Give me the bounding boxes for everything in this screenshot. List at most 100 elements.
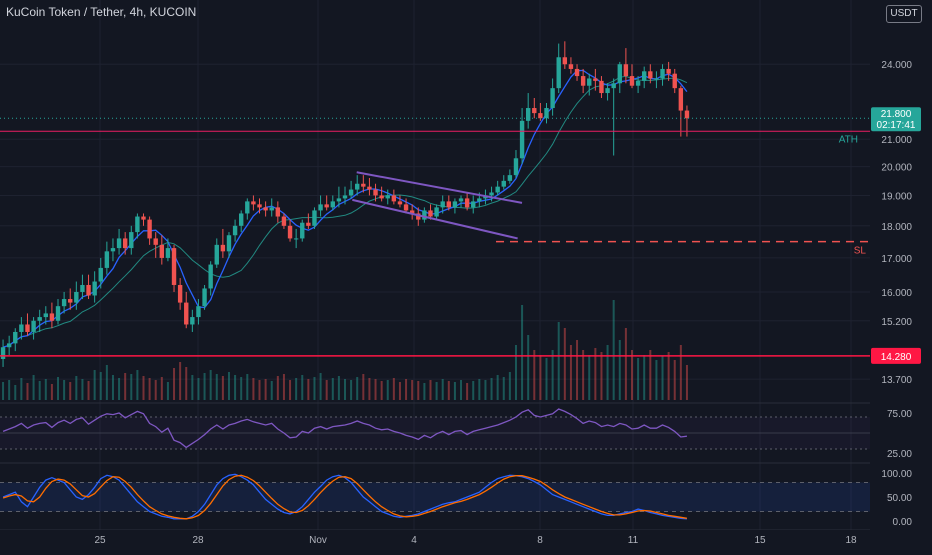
volume-bar (203, 373, 206, 400)
candle-body (385, 195, 390, 199)
currency-button[interactable]: USDT (886, 5, 922, 23)
candle-body (293, 238, 299, 240)
candle-body (440, 201, 445, 208)
candle-body (428, 210, 433, 217)
candle-body (6, 343, 12, 348)
volume-bar (527, 335, 530, 400)
volume-bar (69, 382, 72, 400)
volume-bar (209, 370, 212, 400)
volume-bar (258, 380, 261, 400)
x-axis-bg (0, 530, 932, 550)
volume-bar (264, 379, 267, 400)
y-tick-label: 19.000 (881, 191, 912, 202)
channel-upper-line (356, 171, 523, 204)
candle-body (507, 175, 513, 181)
candle-body (226, 235, 232, 252)
candle-body (86, 284, 91, 296)
volume-bar (667, 352, 670, 400)
candle-body (165, 248, 171, 258)
volume-bar (191, 375, 194, 400)
candle-body (379, 195, 384, 199)
candle-body (477, 198, 482, 202)
candle-body (525, 108, 531, 121)
candle-body (495, 186, 500, 193)
volume-bar (32, 375, 35, 400)
volume-bar (673, 360, 676, 400)
candle-body (300, 222, 305, 239)
sl-label: SL (854, 246, 867, 257)
candle-body (452, 201, 458, 208)
volume-bar (130, 374, 133, 400)
candle-body (648, 71, 653, 79)
price-lines (2, 69, 688, 348)
candle-body (159, 244, 165, 258)
grid (0, 0, 932, 531)
volume-bar (313, 377, 316, 400)
volume-bar (637, 358, 640, 400)
x-tick-label: 11 (628, 535, 639, 546)
volume-bar (661, 356, 664, 400)
volume-bar (496, 375, 499, 400)
candle-body (416, 213, 421, 220)
volume-bar (14, 385, 17, 400)
candle-body (68, 299, 73, 303)
volume-bar (185, 367, 188, 400)
volume-bar (111, 375, 114, 400)
candle-body (672, 73, 677, 89)
volume-bar (148, 378, 151, 400)
x-tick-label: 15 (754, 535, 766, 546)
candle-body (122, 238, 128, 249)
candle-body (98, 267, 103, 282)
candle-body (202, 288, 207, 307)
stoch-tick-label: 50.00 (887, 493, 912, 504)
volume-bar (478, 379, 481, 400)
candle-body (446, 201, 452, 208)
volume-bar (533, 350, 536, 400)
candle-body (593, 78, 598, 81)
volume-bar (655, 360, 658, 400)
volume-bar (154, 380, 157, 400)
y-tick-label: 16.000 (881, 288, 912, 299)
candle-body (556, 57, 561, 89)
rsi-band-fill (0, 417, 870, 449)
volume-bar (490, 378, 493, 400)
volume-bar (215, 374, 218, 400)
candle-body (25, 324, 30, 332)
volume-bar (386, 380, 389, 400)
volume-bar (600, 352, 603, 400)
candle-body (342, 195, 348, 199)
volume-bar (368, 378, 371, 400)
candle-body (220, 244, 226, 252)
volume-bar (508, 372, 511, 400)
candle-body (580, 76, 586, 86)
candle-body (568, 64, 574, 69)
volume-bar (26, 383, 29, 400)
stoch-k-line (2, 473, 687, 520)
candle-body (31, 320, 36, 332)
volume-bar (227, 372, 230, 400)
candle-body (464, 198, 470, 208)
volume-bar (429, 380, 432, 400)
volume-bar (282, 374, 285, 400)
candle-body (532, 108, 537, 114)
volume-bar (539, 355, 542, 400)
candle-body (306, 222, 311, 226)
x-tick-label: 18 (845, 535, 857, 546)
candle-body (355, 183, 360, 190)
candle-body (251, 201, 256, 205)
volume-bar (87, 381, 90, 400)
volume-bar (514, 345, 517, 400)
candle-body (147, 219, 152, 239)
volume-bar (484, 380, 487, 400)
volume-bar (588, 355, 591, 400)
candle-body (422, 210, 427, 220)
candle-body (275, 207, 281, 217)
candle-body (330, 201, 335, 208)
volume-bar (356, 377, 359, 400)
candle-body (190, 317, 195, 325)
candle-body (208, 264, 213, 289)
volume-bar (307, 379, 310, 400)
volume-bar (576, 340, 579, 400)
